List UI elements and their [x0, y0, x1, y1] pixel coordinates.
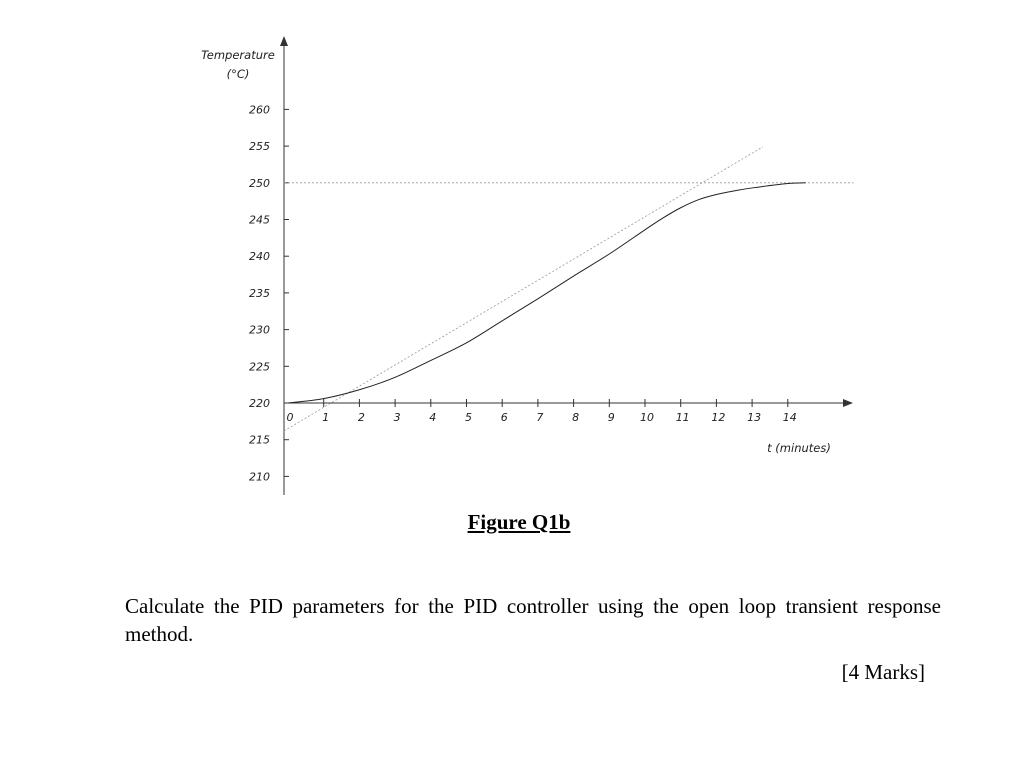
y-axis-arrow: [280, 36, 288, 46]
x-tick-label: 8: [572, 411, 579, 424]
x-tick-label: 11: [676, 411, 690, 424]
x-tick-label: 1: [322, 411, 329, 424]
reference-lines: [283, 146, 854, 432]
x-tick-label: 5: [465, 411, 472, 424]
x-axis-title: t (minutes): [767, 441, 831, 455]
x-tick-label: 10: [640, 411, 654, 424]
y-tick-label: 250: [249, 177, 270, 190]
y-tick-label: 210: [249, 470, 270, 483]
x-tick-label: 3: [394, 411, 401, 424]
x-tick-label: 13: [747, 411, 761, 424]
series: [287, 182, 806, 404]
y-tick-label: 220: [249, 397, 270, 410]
response-curve: [287, 182, 806, 404]
y-tick-label: 225: [249, 360, 270, 373]
tangent-line: [283, 146, 764, 432]
x-tick-label: 6: [501, 411, 508, 424]
x-tick-label: 7: [536, 411, 543, 424]
x-ticks: 0 1 2 3 4 5 6 7 8 9 10 11 12 13 14: [287, 399, 797, 424]
y-ticks: 210 215 220 225 230 235 240 245 250 255 260: [249, 103, 289, 483]
x-tick-label: 9: [608, 411, 615, 424]
axes: [280, 36, 853, 495]
question-text: Calculate the PID parameters for the PID…: [125, 594, 941, 646]
x-axis-arrow: [843, 399, 853, 407]
x-tick-label: 4: [429, 411, 436, 424]
y-tick-label: 240: [249, 250, 270, 263]
y-axis-unit: (°C): [227, 67, 250, 81]
y-tick-label: 230: [249, 324, 270, 337]
y-axis-title: Temperature: [201, 48, 275, 62]
y-tick-label: 245: [249, 214, 270, 227]
y-tick-label: 215: [249, 434, 270, 447]
y-tick-label: 255: [249, 140, 270, 153]
marks-label: [4 Marks]: [841, 660, 925, 684]
x-tick-label: 12: [711, 411, 725, 424]
figure-caption: Figure Q1b: [467, 510, 571, 534]
y-tick-label: 260: [249, 103, 270, 116]
x-tick-label: 2: [358, 411, 365, 424]
y-tick-label: 235: [249, 287, 270, 300]
x-tick-label: 0: [287, 411, 294, 424]
x-tick-label: 14: [783, 411, 797, 424]
